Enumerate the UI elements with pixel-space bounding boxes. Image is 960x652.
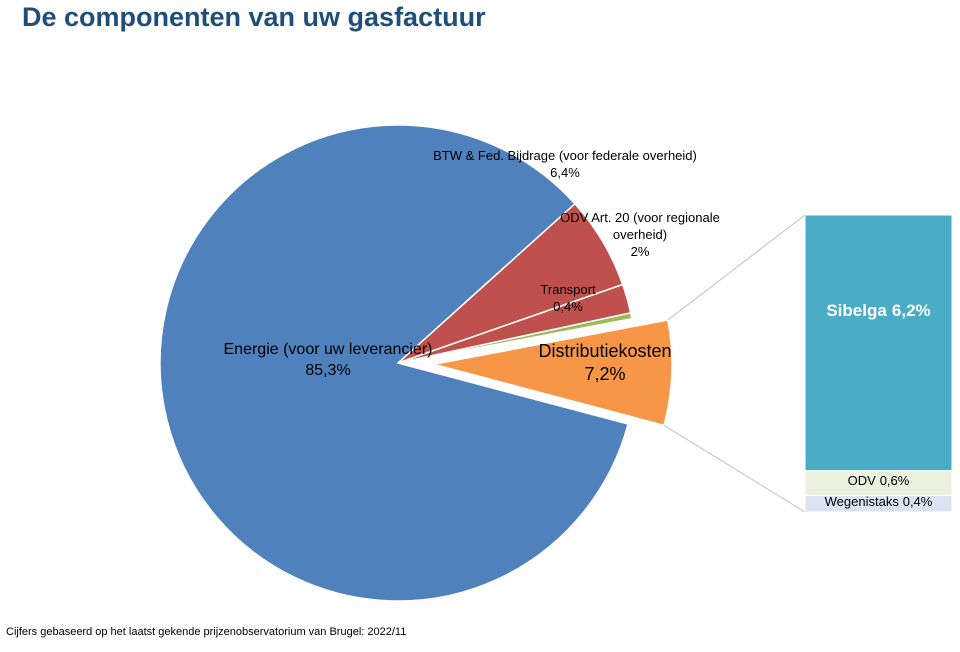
connector xyxy=(667,214,806,321)
slice-label-name: ODV Art. 20 (voor regionale overheid) xyxy=(560,210,720,242)
bar-label-name: Sibelga xyxy=(826,300,887,320)
slice-label: Transport 0,4% xyxy=(518,282,618,316)
bar-label: Sibelga 6,2% xyxy=(805,300,952,322)
bar-label-name: ODV xyxy=(847,473,876,489)
bar-segment xyxy=(804,470,953,496)
pie-slice xyxy=(397,312,633,364)
bar-label-value: 6,2% xyxy=(891,300,931,320)
pie-slice xyxy=(433,319,673,427)
bar-label-value: 0,4% xyxy=(902,493,933,509)
bar-label-name: Wegenistaks xyxy=(824,493,899,509)
chart-title: De componenten van uw gasfactuur xyxy=(22,2,486,32)
slice-label-value: 2% xyxy=(630,243,650,259)
pie-slice xyxy=(159,124,629,602)
slice-label-value: 6,4% xyxy=(550,164,580,180)
connector xyxy=(663,424,806,513)
slice-label-name: BTW & Fed. Bijdrage (voor federale overh… xyxy=(433,148,697,163)
slice-label-name: Energie (voor uw leverancier) xyxy=(223,341,433,358)
slice-label: BTW & Fed. Bijdrage (voor federale overh… xyxy=(425,148,705,182)
slice-label: ODV Art. 20 (voor regionale overheid) 2% xyxy=(540,210,740,261)
bar-segment xyxy=(804,214,953,472)
slice-label-name: Transport xyxy=(540,282,596,297)
slice-label: Energie (voor uw leverancier) 85,3% xyxy=(188,340,468,382)
slice-label: Distributiekosten 7,2% xyxy=(495,340,715,387)
bar-segment xyxy=(804,495,953,513)
bar-label: Wegenistaks 0,4% xyxy=(805,494,952,511)
slice-label-name: Distributiekosten xyxy=(538,341,672,361)
footnote: Cijfers gebaseerd op het laatst gekende … xyxy=(6,626,407,638)
bar-label-value: 0,6% xyxy=(879,473,910,489)
slice-label-value: 7,2% xyxy=(584,364,626,385)
bar-label: ODV 0,6% xyxy=(805,473,952,490)
slice-label-value: 85,3% xyxy=(305,361,351,379)
slice-label-value: 0,4% xyxy=(553,298,583,314)
